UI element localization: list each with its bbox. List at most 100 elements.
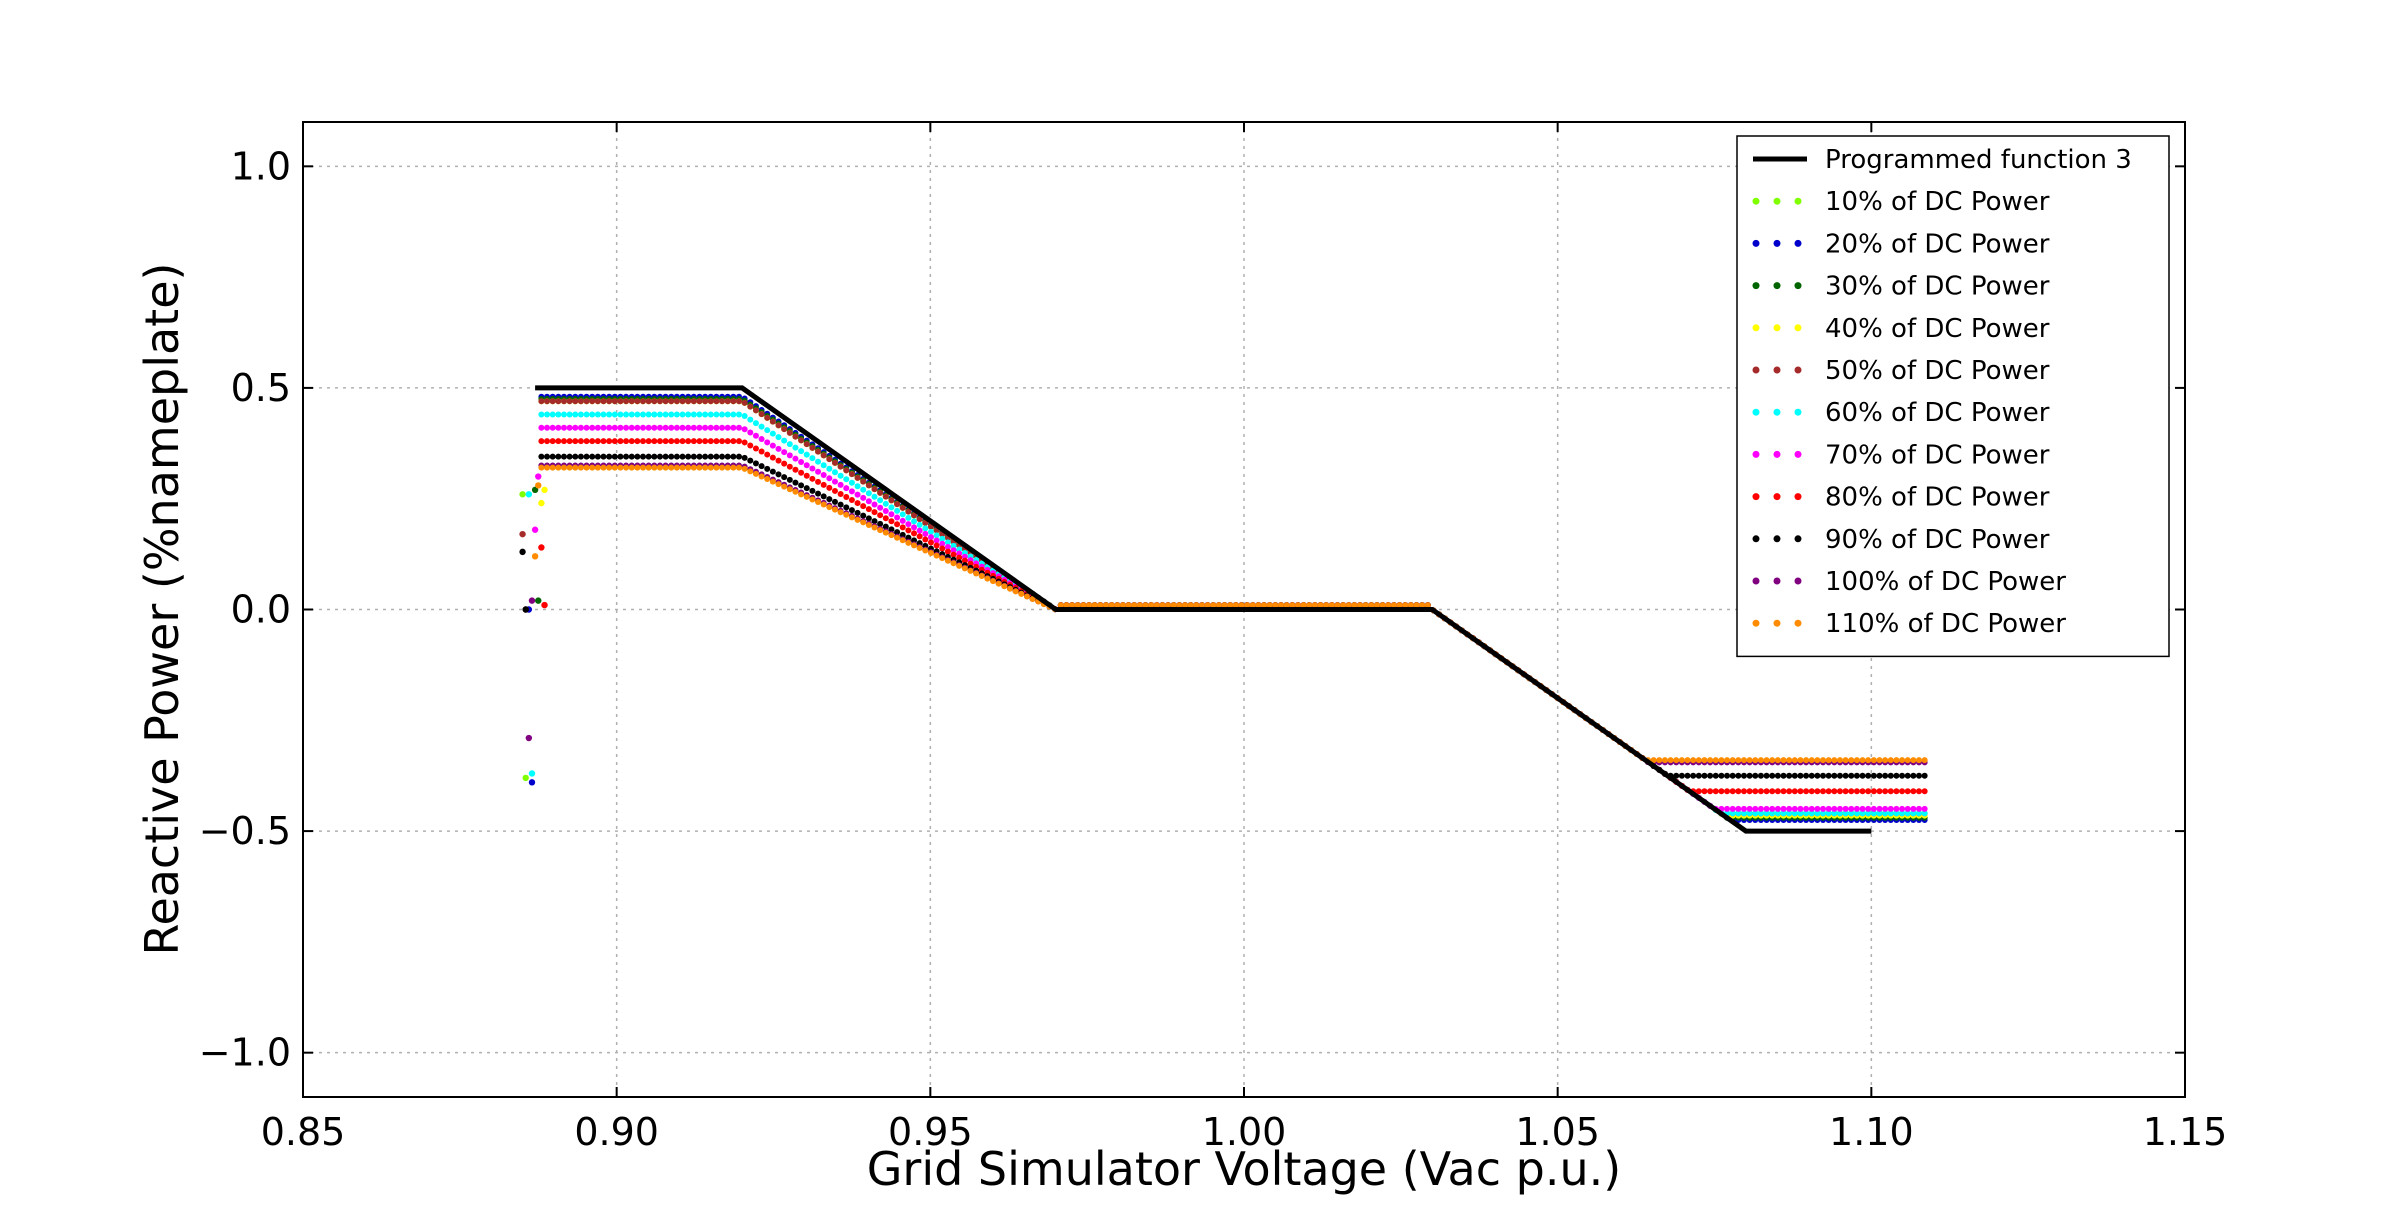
data-point (560, 424, 567, 431)
data-point (572, 424, 579, 431)
data-point (860, 486, 867, 493)
data-point (1278, 602, 1285, 609)
data-point (877, 527, 884, 534)
data-point (1887, 757, 1894, 764)
data-point (786, 463, 793, 470)
data-point (1294, 602, 1301, 609)
data-point (617, 464, 624, 471)
legend-marker (1773, 535, 1781, 543)
data-point (696, 411, 703, 418)
data-point (719, 398, 726, 405)
data-point (535, 482, 542, 489)
data-point (1797, 788, 1804, 795)
data-point (927, 528, 934, 535)
data-point (1667, 757, 1674, 764)
data-point (1904, 757, 1911, 764)
data-point (764, 476, 771, 483)
data-point (656, 424, 663, 431)
data-point (594, 438, 601, 445)
data-point (1814, 788, 1821, 795)
data-point (1763, 805, 1770, 812)
data-point (679, 398, 686, 405)
legend-marker (1773, 408, 1781, 416)
data-point (1283, 602, 1290, 609)
data-point (1808, 810, 1815, 817)
data-point (837, 463, 844, 470)
data-point (696, 464, 703, 471)
legend-marker (1752, 408, 1760, 416)
data-point (956, 554, 963, 561)
data-point (617, 424, 624, 431)
data-point (877, 489, 884, 496)
data-point (656, 453, 663, 460)
data-point (1091, 602, 1098, 609)
data-point (1865, 805, 1872, 812)
data-point (1215, 602, 1222, 609)
legend-marker (1794, 619, 1802, 627)
data-point (1673, 757, 1680, 764)
data-point (1803, 772, 1810, 779)
data-point (1757, 788, 1764, 795)
legend-marker (1773, 450, 1781, 458)
data-point (1910, 810, 1917, 817)
data-point (1724, 772, 1731, 779)
data-point (758, 411, 765, 418)
data-point (1825, 757, 1832, 764)
data-point (786, 441, 793, 448)
data-point (1193, 602, 1200, 609)
data-point (899, 504, 906, 511)
data-point (549, 411, 556, 418)
data-point (769, 468, 776, 475)
data-point (1916, 805, 1923, 812)
data-point (752, 407, 759, 414)
data-point (606, 453, 613, 460)
data-point (696, 424, 703, 431)
data-point (1865, 810, 1872, 817)
data-point (905, 534, 912, 541)
data-point (1419, 602, 1426, 609)
data-point (724, 453, 731, 460)
data-point (538, 438, 545, 445)
data-point (673, 453, 680, 460)
data-point (815, 468, 822, 475)
data-point (1735, 810, 1742, 817)
data-point (871, 486, 878, 493)
data-point (781, 474, 788, 481)
data-point (854, 483, 861, 490)
data-point (905, 514, 912, 521)
data-point (769, 454, 776, 461)
data-point (1763, 788, 1770, 795)
data-point (967, 560, 974, 567)
data-point (775, 457, 782, 464)
data-point (1921, 772, 1928, 779)
data-point (1774, 788, 1781, 795)
data-point (583, 453, 590, 460)
data-point (1853, 810, 1860, 817)
data-point (1791, 757, 1798, 764)
y-tick-label: 0.0 (231, 588, 291, 632)
data-point (1729, 772, 1736, 779)
legend-entry: Programmed function 3 (1825, 145, 2132, 175)
data-point (1306, 602, 1313, 609)
data-point (798, 482, 805, 489)
data-point (1656, 757, 1663, 764)
data-point (1842, 772, 1849, 779)
data-point (1402, 602, 1409, 609)
legend-marker (1794, 324, 1802, 332)
data-point (668, 453, 675, 460)
data-point (583, 438, 590, 445)
data-point (519, 548, 526, 556)
data-point (747, 403, 754, 410)
data-point (1786, 788, 1793, 795)
data-point (950, 551, 957, 558)
data-point (611, 411, 618, 418)
data-point (656, 464, 663, 471)
data-point (651, 398, 658, 405)
data-point (1261, 602, 1268, 609)
x-tick-label: 1.00 (1202, 1110, 1287, 1154)
data-point (1069, 602, 1076, 609)
legend-marker (1773, 577, 1781, 585)
data-point (535, 597, 542, 604)
data-point (899, 524, 906, 531)
data-point (1198, 602, 1205, 609)
